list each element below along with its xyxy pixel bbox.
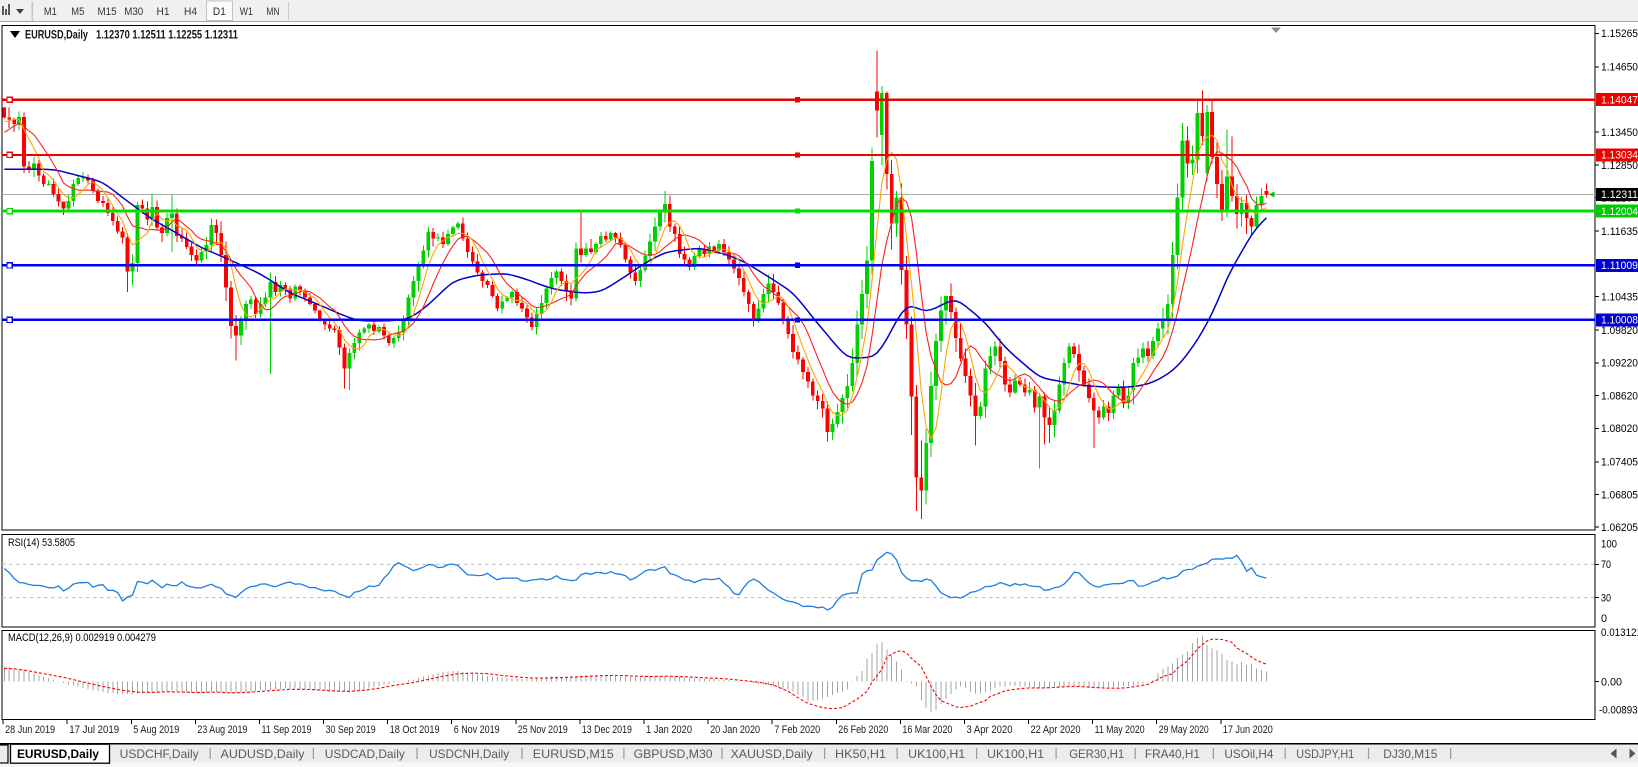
svg-text:1.12004: 1.12004 (1601, 206, 1638, 218)
svg-text:RSI(14) 53.5805: RSI(14) 53.5805 (8, 537, 75, 549)
svg-text:1.10008: 1.10008 (1601, 315, 1638, 327)
svg-text:100: 100 (1601, 539, 1617, 551)
svg-text:7 Feb 2020: 7 Feb 2020 (774, 724, 820, 736)
svg-text:1.11635: 1.11635 (1601, 226, 1638, 238)
svg-text:AUDUSD,Daily: AUDUSD,Daily (221, 747, 305, 761)
svg-text:5 Aug 2019: 5 Aug 2019 (133, 724, 179, 736)
svg-text:EURUSD,M15: EURUSD,M15 (533, 747, 614, 761)
svg-text:22 Apr 2020: 22 Apr 2020 (1031, 724, 1081, 736)
svg-text:3 Apr 2020: 3 Apr 2020 (967, 724, 1013, 736)
svg-text:H1: H1 (157, 6, 170, 18)
svg-text:USDCHF,Daily: USDCHF,Daily (120, 747, 199, 761)
svg-text:USDCAD,Daily: USDCAD,Daily (325, 747, 405, 761)
svg-text:17 Jun 2020: 17 Jun 2020 (1223, 724, 1273, 736)
svg-text:1.09220: 1.09220 (1601, 358, 1638, 370)
svg-text:FRA40,H1: FRA40,H1 (1145, 747, 1200, 761)
svg-text:0.00: 0.00 (1601, 676, 1622, 688)
svg-text:EURUSD,Daily: EURUSD,Daily (25, 28, 88, 42)
svg-text:26 Feb 2020: 26 Feb 2020 (838, 724, 888, 736)
svg-text:1 Jan 2020: 1 Jan 2020 (646, 724, 692, 736)
svg-text:30 Sep 2019: 30 Sep 2019 (326, 724, 376, 736)
svg-text:1.11009: 1.11009 (1601, 260, 1638, 272)
svg-text:XAUUSD,Daily: XAUUSD,Daily (731, 747, 813, 761)
svg-text:1.08620: 1.08620 (1601, 390, 1638, 402)
svg-text:DJ30,M15: DJ30,M15 (1383, 747, 1437, 761)
svg-text:1.09820: 1.09820 (1601, 325, 1638, 337)
svg-text:1.08020: 1.08020 (1601, 423, 1638, 435)
svg-text:M15: M15 (98, 6, 117, 18)
svg-text:1.12311: 1.12311 (1601, 189, 1638, 201)
svg-text:M30: M30 (124, 6, 143, 18)
svg-text:UK100,H1: UK100,H1 (908, 747, 965, 761)
svg-text:EURUSD,Daily: EURUSD,Daily (17, 747, 99, 761)
svg-text:1.12850: 1.12850 (1601, 160, 1638, 172)
svg-text:UK100,H1: UK100,H1 (987, 747, 1044, 761)
svg-text:USDJPY,H1: USDJPY,H1 (1296, 747, 1354, 761)
svg-text:1.13450: 1.13450 (1601, 127, 1638, 139)
svg-text:-0.008933: -0.008933 (1599, 704, 1638, 716)
svg-text:11 Sep 2019: 11 Sep 2019 (262, 724, 312, 736)
svg-text:MACD(12,26,9) 0.002919 0.00427: MACD(12,26,9) 0.002919 0.004279 (8, 632, 156, 644)
svg-text:GER30,H1: GER30,H1 (1069, 747, 1124, 761)
svg-text:GBPUSD,M30: GBPUSD,M30 (634, 747, 713, 761)
svg-text:18 Oct 2019: 18 Oct 2019 (390, 724, 440, 736)
svg-text:1.14047: 1.14047 (1601, 95, 1638, 107)
svg-text:M1: M1 (44, 6, 57, 18)
svg-text:0: 0 (1601, 613, 1607, 625)
svg-text:16 Mar 2020: 16 Mar 2020 (902, 724, 952, 736)
svg-text:1.06205: 1.06205 (1601, 522, 1638, 534)
svg-text:17 Jul 2019: 17 Jul 2019 (69, 724, 119, 736)
svg-text:25 Nov 2019: 25 Nov 2019 (518, 724, 568, 736)
svg-text:1.10435: 1.10435 (1601, 291, 1638, 303)
svg-text:W1: W1 (240, 6, 253, 18)
svg-text:1.06805: 1.06805 (1601, 489, 1638, 501)
svg-text:0.013121: 0.013121 (1601, 627, 1638, 639)
svg-text:MN: MN (266, 6, 279, 18)
svg-text:13 Dec 2019: 13 Dec 2019 (582, 724, 632, 736)
svg-text:1.14650: 1.14650 (1601, 62, 1638, 74)
svg-text:20 Jan 2020: 20 Jan 2020 (710, 724, 760, 736)
svg-text:23 Aug 2019: 23 Aug 2019 (197, 724, 247, 736)
svg-text:1.15265: 1.15265 (1601, 28, 1638, 40)
svg-text:USDCNH,Daily: USDCNH,Daily (429, 747, 509, 761)
svg-text:70: 70 (1601, 559, 1611, 571)
svg-text:29 May 2020: 29 May 2020 (1159, 724, 1209, 736)
svg-text:6 Nov 2019: 6 Nov 2019 (454, 724, 500, 736)
svg-text:HK50,H1: HK50,H1 (835, 747, 886, 761)
svg-text:H4: H4 (184, 6, 197, 18)
svg-text:1.13034: 1.13034 (1601, 150, 1638, 162)
svg-text:11 May 2020: 11 May 2020 (1095, 724, 1145, 736)
svg-text:USOil,H4: USOil,H4 (1224, 747, 1273, 761)
svg-text:28 Jun 2019: 28 Jun 2019 (5, 724, 55, 736)
svg-text:1.07405: 1.07405 (1601, 457, 1638, 469)
svg-text:1.12370 1.12511 1.12255 1.1231: 1.12370 1.12511 1.12255 1.12311 (96, 28, 238, 42)
svg-text:D1: D1 (213, 6, 226, 18)
svg-text:M5: M5 (71, 6, 84, 18)
svg-text:30: 30 (1601, 592, 1611, 604)
